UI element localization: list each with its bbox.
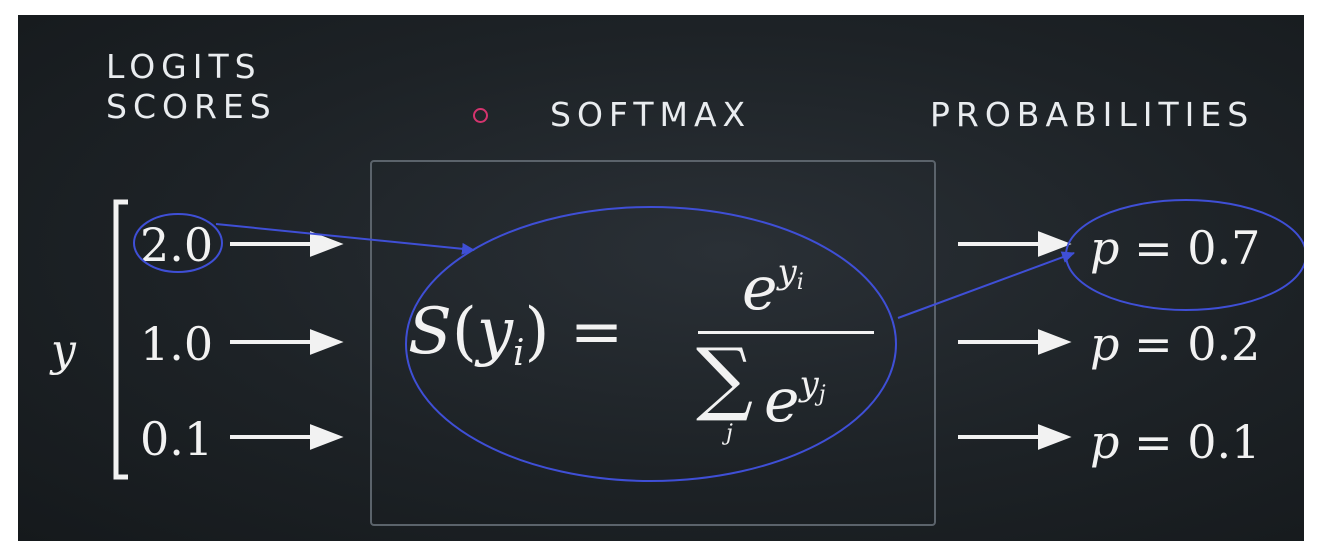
logit-value: 1.0 <box>140 317 214 371</box>
sum-index: j <box>726 421 733 446</box>
logit-value: 0.1 <box>140 412 214 466</box>
softmax-formula: S(yi) = eyi ∑ j eyj <box>402 245 912 475</box>
probability-equals: = <box>1134 415 1173 469</box>
highlight-ellipse-formula <box>405 206 897 482</box>
probability-equals: = <box>1134 317 1173 371</box>
arrow-head-icon <box>310 329 344 355</box>
logits-scores-header: LOGITS SCORES <box>106 47 277 127</box>
softmax-formula-box <box>370 160 936 526</box>
denominator-exponent-subscript: j <box>818 382 826 407</box>
arrow-head-icon <box>310 424 344 450</box>
vector-symbol: y <box>51 325 76 376</box>
fraction-denominator: eyj <box>764 351 826 434</box>
arrow-head-icon <box>1038 329 1072 355</box>
formula-lhs: S(yi) = <box>408 295 624 374</box>
probability-value: 0.7 <box>1187 221 1261 275</box>
arrows-and-annotations <box>113 199 1304 482</box>
logit-value: 2.0 <box>140 218 214 272</box>
numerator-exponent-subscript: i <box>796 270 804 295</box>
denominator-exponent: y <box>799 364 819 404</box>
header-line-logits: LOGITS <box>106 47 262 86</box>
header-line-scores: SCORES <box>106 87 277 126</box>
lhs-subscript: i <box>512 333 525 374</box>
annotation-arrow-to-formula <box>215 223 475 255</box>
highlight-ellipse-input <box>133 213 223 273</box>
denominator-base: e <box>764 366 800 436</box>
probability-value: 0.2 <box>1187 317 1261 371</box>
numerator-base: e <box>742 254 778 324</box>
probability-output: p = 0.7 <box>1090 222 1260 274</box>
probability-var: p <box>1090 221 1120 275</box>
lhs-variable: y <box>476 295 513 369</box>
arrow-head-icon <box>1038 424 1072 450</box>
probability-equals: = <box>1134 221 1173 275</box>
probability-var: p <box>1090 415 1120 469</box>
probability-value: 0.1 <box>1187 415 1261 469</box>
slide-canvas: LOGITS SCORES SOFTMAX PROBABILITIES y 2.… <box>18 15 1304 541</box>
numerator-exponent: y <box>777 252 797 292</box>
fraction-bar <box>698 331 874 334</box>
annotation-arrow-to-output <box>897 251 1075 319</box>
probability-output: p = 0.2 <box>1090 318 1260 370</box>
bullet-dot-icon <box>473 108 488 123</box>
probability-var: p <box>1090 317 1120 371</box>
vector-bracket <box>113 199 128 480</box>
probability-output: p = 0.1 <box>1090 416 1260 468</box>
softmax-header: SOFTMAX <box>550 95 752 134</box>
fraction-numerator: eyi <box>742 239 804 322</box>
arrow-head-icon <box>1038 231 1072 257</box>
highlight-ellipse-output <box>1065 199 1304 311</box>
probabilities-header: PROBABILITIES <box>930 95 1255 134</box>
sum-symbol: ∑ <box>696 331 754 424</box>
equals-sign: = <box>569 295 624 369</box>
arrow-head-icon <box>310 231 344 257</box>
